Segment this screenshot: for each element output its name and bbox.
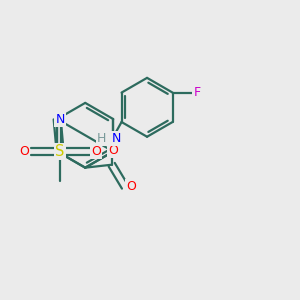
Text: H: H xyxy=(97,132,106,145)
Text: O: O xyxy=(19,145,29,158)
Text: O: O xyxy=(91,145,101,158)
Text: F: F xyxy=(194,86,201,99)
Text: O: O xyxy=(126,180,136,193)
Text: S: S xyxy=(56,144,65,159)
Text: N: N xyxy=(56,112,65,126)
Text: O: O xyxy=(108,143,118,157)
Text: N: N xyxy=(112,132,121,145)
